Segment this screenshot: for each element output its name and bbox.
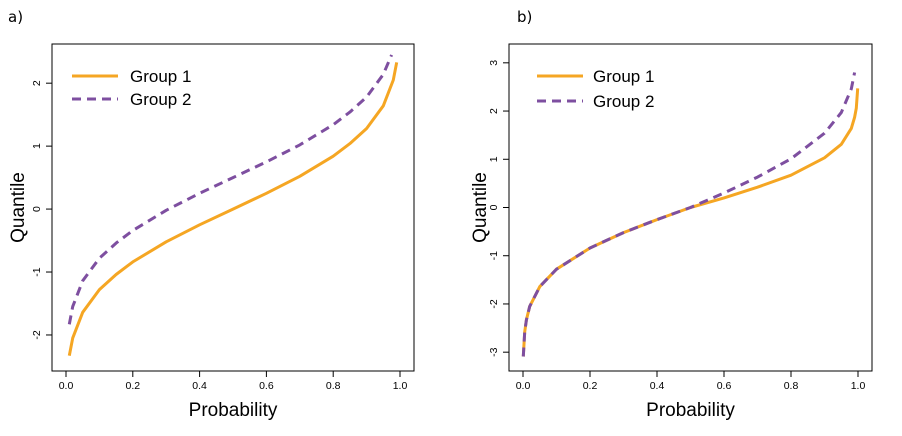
legend: Group 1 Group 2: [537, 67, 654, 111]
legend-label-group-1: Group 1: [593, 67, 654, 86]
y-tick-label: 1: [31, 143, 43, 149]
y-axis-title: Quantile: [470, 172, 491, 243]
y-tick-label: 2: [31, 80, 43, 86]
x-tick-label: 0.2: [125, 380, 140, 392]
x-tick-label: 0.2: [583, 380, 598, 392]
y-tick-label: -3: [488, 347, 500, 356]
y-tick-label: 3: [488, 60, 500, 66]
series-line-group-2: [521, 72, 857, 357]
x-tick-label: 1.0: [393, 380, 408, 392]
x-axis-title: Probability: [646, 400, 735, 421]
y-tick-label: 2: [488, 108, 500, 114]
y-tick-label: -1: [488, 251, 500, 260]
x-tick-label: 0.4: [650, 380, 665, 392]
x-tick-label: 0.6: [259, 380, 274, 392]
legend: Group 1 Group 2: [72, 67, 191, 109]
x-tick-label: 1.0: [851, 380, 866, 392]
legend-label-group-2: Group 2: [593, 92, 654, 111]
legend-label-group-1: Group 1: [130, 67, 191, 86]
x-tick-label: 0.8: [326, 380, 341, 392]
legend-label-group-2: Group 2: [130, 90, 191, 109]
y-tick-label: 0: [488, 204, 500, 210]
series-line-group-1: [67, 62, 399, 356]
plot-frame: [51, 43, 415, 372]
chart-panel-a: a) 0.0 0.2 0.4 0.6 0.8 1.0 -2 -1 0 1 2 Probability Qu…: [8, 8, 415, 421]
y-tick-label: 0: [31, 206, 43, 212]
x-axis-title: Probability: [189, 400, 278, 421]
x-tick-label: 0.0: [516, 380, 531, 392]
x-tick-label: 0.0: [59, 380, 74, 392]
y-tick-label: -1: [31, 267, 43, 276]
x-tick-label: 0.4: [192, 380, 207, 392]
series-line-group-2: [67, 54, 393, 325]
y-tick-label: -2: [31, 330, 43, 339]
y-tick-label: -2: [488, 299, 500, 308]
panel-label: a): [8, 8, 23, 26]
series-line-group-1: [521, 88, 860, 357]
chart-panel-b: b) 0.0 0.2 0.4 0.6 0.8 1.0 -3 -2 -1 0 1 2 3 Probabilit…: [470, 8, 873, 421]
y-axis-title: Quantile: [8, 172, 29, 243]
x-tick-label: 0.6: [717, 380, 732, 392]
y-tick-label: 1: [488, 156, 500, 162]
x-tick-label: 0.8: [784, 380, 799, 392]
panel-label: b): [517, 8, 532, 26]
